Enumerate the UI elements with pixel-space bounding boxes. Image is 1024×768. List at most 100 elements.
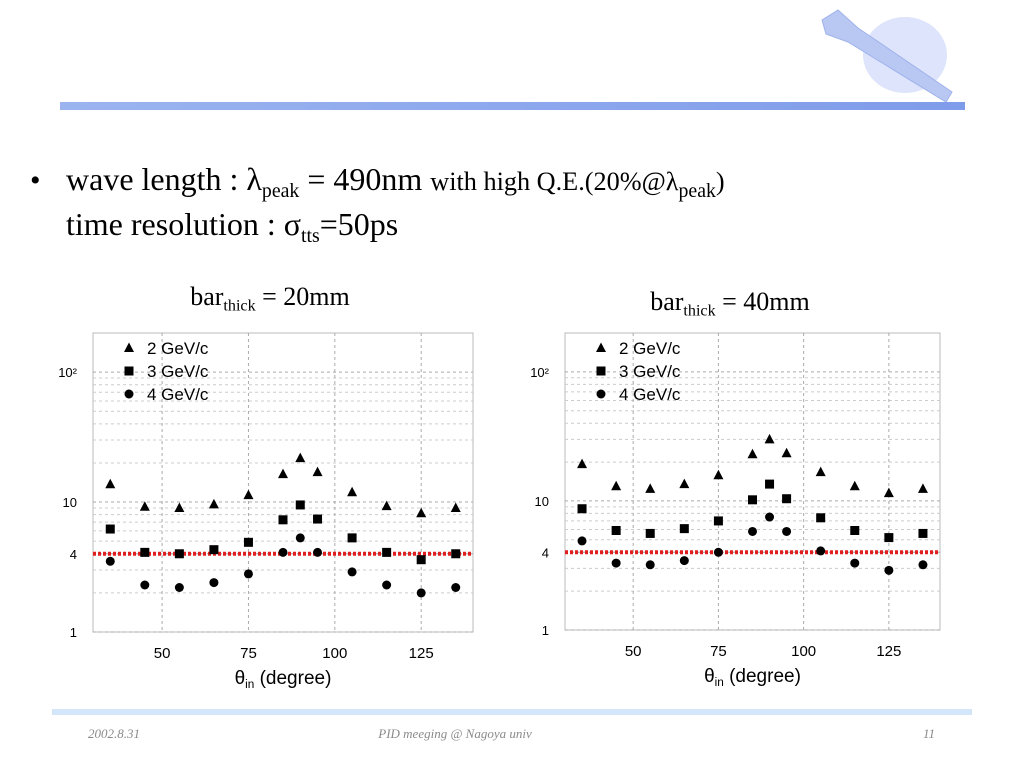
point bbox=[313, 514, 323, 524]
point bbox=[174, 502, 185, 513]
text-segment: = 20mm bbox=[256, 282, 350, 311]
point bbox=[918, 528, 928, 538]
text-segment: thick bbox=[683, 303, 716, 320]
point bbox=[645, 483, 656, 493]
point bbox=[849, 480, 860, 491]
text-segment: = 40mm bbox=[716, 287, 810, 316]
point bbox=[140, 580, 150, 590]
text-segment: wave length : λ bbox=[66, 161, 262, 197]
point bbox=[140, 547, 150, 557]
point bbox=[139, 501, 150, 511]
bullet-line: wave length : λpeak = 490nm with high Q.… bbox=[66, 161, 725, 202]
legend-marker bbox=[596, 366, 606, 376]
point bbox=[816, 513, 826, 523]
footer-center: PID meeging @ Nagoya univ bbox=[377, 726, 532, 741]
point bbox=[713, 547, 723, 557]
point bbox=[243, 489, 254, 500]
point bbox=[209, 578, 219, 588]
text-segment: (degree) bbox=[724, 666, 801, 687]
point bbox=[105, 524, 115, 534]
text-segment: tts bbox=[301, 225, 320, 247]
point bbox=[884, 533, 894, 543]
text-segment: θ bbox=[235, 668, 246, 689]
point bbox=[611, 480, 622, 491]
point bbox=[679, 478, 690, 489]
text-segment: =50ps bbox=[320, 206, 399, 242]
point bbox=[781, 447, 792, 458]
text-segment: bar bbox=[650, 287, 684, 316]
point bbox=[451, 549, 461, 559]
plot-area bbox=[564, 332, 941, 631]
y-tick-label: 10 bbox=[63, 495, 77, 510]
point bbox=[679, 524, 689, 534]
y-tick-label: 4 bbox=[542, 545, 549, 560]
point bbox=[917, 483, 928, 493]
y-tick-label: 10² bbox=[530, 365, 549, 380]
legend-label: 3 GeV/c bbox=[619, 362, 681, 381]
point bbox=[782, 526, 792, 536]
point bbox=[382, 547, 392, 557]
point bbox=[278, 515, 288, 525]
text-segment: peak bbox=[678, 180, 716, 202]
y-tick-label: 10² bbox=[58, 365, 77, 380]
point bbox=[816, 546, 826, 556]
text-segment: peak bbox=[262, 180, 300, 202]
x-axis-label: θin (degree) bbox=[235, 668, 332, 691]
y-tick-label: 1 bbox=[70, 625, 77, 640]
point bbox=[347, 486, 358, 497]
point bbox=[451, 583, 461, 593]
chart-title: barthick = 40mm bbox=[650, 287, 810, 320]
y-tick-label: 10 bbox=[535, 494, 549, 509]
point bbox=[883, 487, 894, 498]
bullet: • bbox=[30, 164, 41, 197]
point bbox=[209, 545, 219, 555]
footer-rule bbox=[52, 709, 972, 715]
point bbox=[416, 507, 427, 518]
point bbox=[105, 556, 115, 566]
point bbox=[381, 500, 392, 511]
point bbox=[782, 494, 792, 504]
point bbox=[243, 537, 253, 547]
point bbox=[713, 469, 724, 480]
text-segment: in bbox=[245, 678, 254, 691]
point bbox=[347, 567, 357, 577]
point bbox=[765, 512, 775, 522]
point bbox=[243, 569, 253, 579]
bullet-line: time resolution : σtts=50ps bbox=[66, 206, 398, 247]
legend-label: 2 GeV/c bbox=[147, 339, 209, 358]
point bbox=[764, 433, 775, 444]
point bbox=[748, 526, 757, 536]
point bbox=[295, 500, 305, 510]
x-tick-label: 50 bbox=[625, 643, 642, 660]
y-tick-label: 4 bbox=[70, 547, 77, 562]
point bbox=[850, 526, 860, 536]
point bbox=[450, 502, 461, 513]
point bbox=[295, 452, 306, 463]
x-tick-label: 100 bbox=[322, 645, 347, 662]
legend-label: 4 GeV/c bbox=[147, 385, 209, 404]
point bbox=[747, 448, 758, 459]
point bbox=[815, 466, 826, 477]
legend-label: 4 GeV/c bbox=[619, 385, 681, 404]
chart-title: barthick = 20mm bbox=[190, 282, 350, 315]
point bbox=[918, 560, 928, 570]
point bbox=[850, 558, 860, 568]
x-tick-label: 100 bbox=[791, 643, 816, 660]
text-segment: θ bbox=[704, 666, 715, 687]
point bbox=[611, 526, 621, 536]
point bbox=[313, 547, 323, 557]
x-tick-label: 125 bbox=[876, 643, 901, 660]
point bbox=[278, 468, 288, 479]
point bbox=[884, 565, 894, 575]
legend-label: 3 GeV/c bbox=[147, 362, 209, 381]
point bbox=[645, 560, 655, 570]
point bbox=[208, 498, 219, 509]
text-segment: time resolution : σ bbox=[66, 206, 301, 242]
text-segment: ) bbox=[716, 167, 725, 196]
point bbox=[174, 549, 184, 559]
point bbox=[382, 580, 392, 590]
logo bbox=[821, 9, 953, 103]
text-segment: (degree) bbox=[254, 668, 331, 689]
y-tick-label: 1 bbox=[542, 623, 549, 638]
title-rule bbox=[60, 102, 965, 110]
